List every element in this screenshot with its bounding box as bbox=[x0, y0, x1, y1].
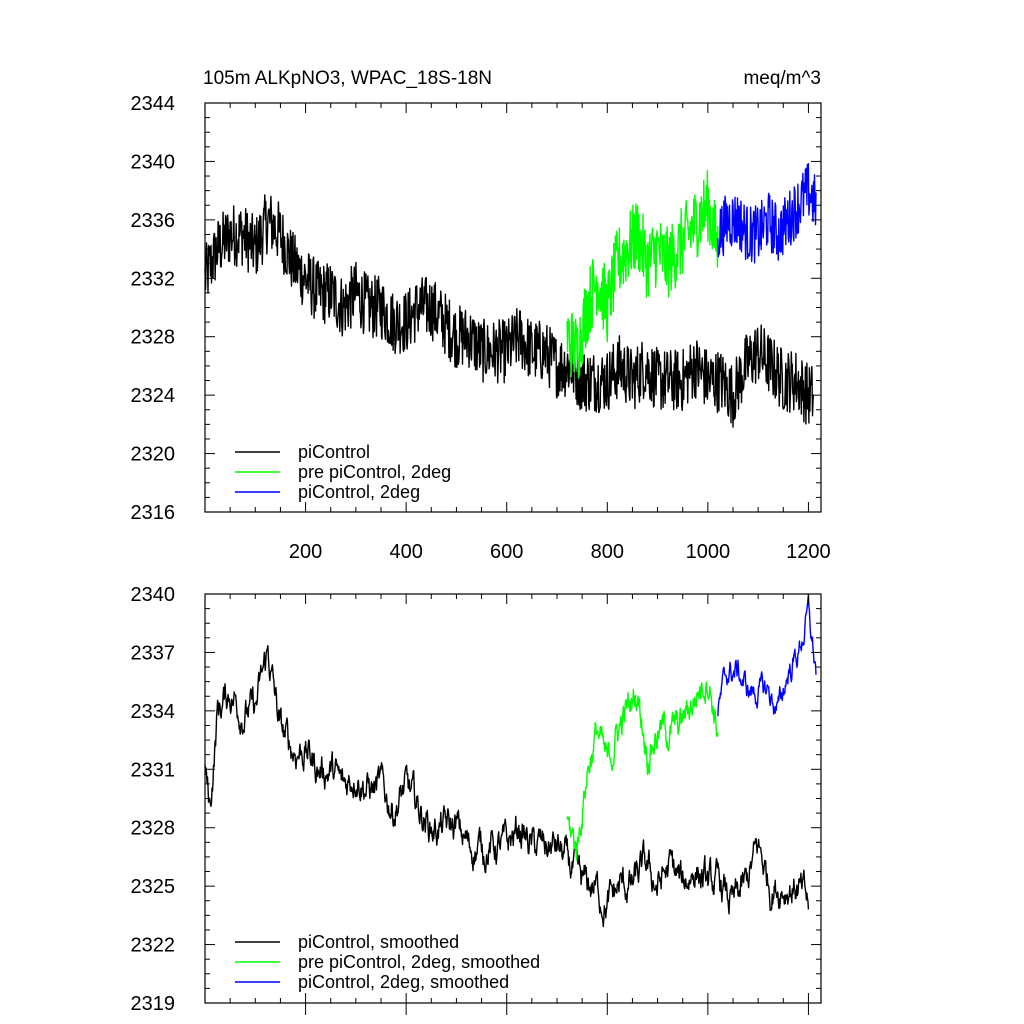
y-tick-label: 2332 bbox=[131, 268, 176, 290]
x-tick-label: 200 bbox=[289, 541, 322, 563]
axes-top: 200 400 600 800 1000 1200 2316 2320 2324 2328 2332… bbox=[131, 93, 831, 563]
x-tick-label: 1200 bbox=[786, 541, 831, 563]
y-tick-label: 2319 bbox=[131, 993, 176, 1015]
series-group-top bbox=[204, 162, 817, 428]
legend-top: piControl pre piControl, 2deg piControl,… bbox=[235, 442, 451, 502]
axes-bottom: 2319 2322 2325 2328 2331 2334 2337 2340 bbox=[131, 584, 821, 1015]
y-tick-label: 2328 bbox=[131, 818, 176, 840]
series-line-0-2 bbox=[717, 162, 817, 264]
y-tick-label: 2325 bbox=[131, 876, 176, 898]
legend-label-picontrol-2deg-smoothed: piControl, 2deg, smoothed bbox=[298, 972, 509, 992]
legend-label-picontrol-2deg: piControl, 2deg bbox=[298, 482, 420, 502]
panel-top: 105m ALKpNO3, WPAC_18S-18N meq/m^3 200 40… bbox=[131, 68, 831, 563]
y-tick-label: 2320 bbox=[131, 444, 176, 466]
series-line-0-1 bbox=[566, 169, 719, 379]
x-tick-label: 1000 bbox=[686, 541, 731, 563]
x-tick-label: 600 bbox=[490, 541, 523, 563]
chart-title: 105m ALKpNO3, WPAC_18S-18N bbox=[203, 68, 492, 89]
y-tick-label: 2334 bbox=[131, 701, 176, 723]
series-line-1-2 bbox=[717, 594, 817, 717]
y-tick-label: 2322 bbox=[131, 935, 176, 957]
y-tick-label: 2328 bbox=[131, 327, 176, 349]
y-tick-label: 2337 bbox=[131, 642, 176, 664]
legend-label-pre-picontrol-smoothed: pre piControl, 2deg, smoothed bbox=[298, 952, 540, 972]
y-tick-label: 2336 bbox=[131, 210, 176, 232]
y-tick-label: 2344 bbox=[131, 93, 176, 115]
y-tick-label: 2316 bbox=[131, 502, 176, 524]
series-line-0-0 bbox=[204, 194, 815, 428]
legend-label-picontrol: piControl bbox=[298, 442, 370, 462]
series-line-1-0 bbox=[204, 645, 810, 928]
y-tick-label: 2340 bbox=[131, 584, 176, 606]
x-tick-label: 400 bbox=[389, 541, 422, 563]
legend-bottom: piControl, smoothed pre piControl, 2deg,… bbox=[235, 932, 540, 992]
y-tick-label: 2340 bbox=[131, 151, 176, 173]
series-line-1-1 bbox=[566, 681, 719, 861]
y-tick-label: 2331 bbox=[131, 759, 176, 781]
series-group-bottom bbox=[204, 594, 817, 928]
units-label: meq/m^3 bbox=[743, 68, 821, 89]
x-tick-label: 800 bbox=[591, 541, 624, 563]
legend-label-picontrol-smoothed: piControl, smoothed bbox=[298, 932, 459, 952]
legend-label-pre-picontrol: pre piControl, 2deg bbox=[298, 462, 451, 482]
y-tick-label: 2324 bbox=[131, 385, 176, 407]
panel-bottom: 2319 2322 2325 2328 2331 2334 2337 2340 piContr… bbox=[131, 584, 822, 1015]
